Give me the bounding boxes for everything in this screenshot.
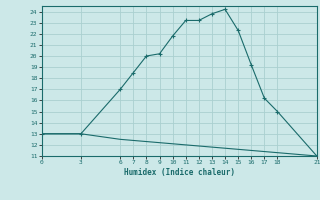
X-axis label: Humidex (Indice chaleur): Humidex (Indice chaleur) <box>124 168 235 177</box>
